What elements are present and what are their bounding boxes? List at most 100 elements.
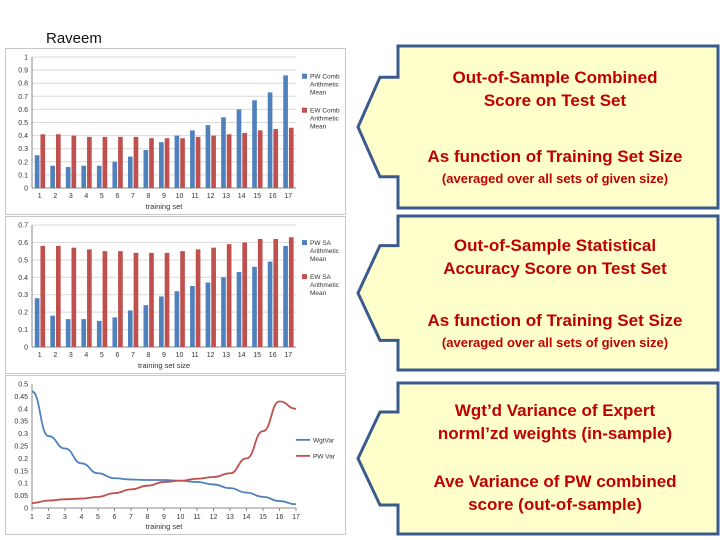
bar-ew [149,252,154,347]
bar-pw [34,155,40,188]
variance-line-chart: 0 0.05 0.1 0.15 0.2 0.25 0.3 0.35 0.4 0.45 0.5 1 2 3 4… [5,375,346,535]
x-tick-label: 10 [177,514,185,521]
y-tick-label: 0.4 [18,133,28,140]
x-tick-label: 15 [259,514,267,521]
bar-ew [242,242,247,347]
bar-pw [236,109,242,188]
y-tick-label: 0.15 [14,468,28,475]
x-tick-label: 14 [238,352,246,359]
x-tick-label: 12 [207,352,215,359]
bar-ew [180,251,185,347]
x-tick-label: 16 [269,352,277,359]
bar-ew [102,251,108,347]
bar-ew [133,136,139,188]
y-tick-label: 0.45 [14,394,28,401]
bar-ew [40,134,46,188]
x-tick-label: 10 [176,352,184,359]
y-tick-label: 0.4 [18,406,28,413]
x-tick-label: 2 [53,352,57,359]
callout-line: As function of Training Set Size [427,310,683,330]
bar-pw [205,282,211,347]
legend-swatch [302,274,307,280]
callout-line: score (out-of-sample) [468,495,642,515]
x-axis-label: training set size [138,361,190,370]
bar-pw [221,117,226,188]
bar-pw [267,92,273,188]
y-tick-label: 0.3 [18,431,28,438]
bar-ew [288,127,294,188]
callout-line: Ave Variance of PW combined [433,472,677,492]
y-tick-label: 1 [24,55,28,62]
y-tick-label: 0.4 [18,275,28,282]
y-tick-label: 0 [24,345,28,352]
y-tick-label: 0.6 [18,240,28,247]
x-tick-label: 7 [131,352,135,359]
x-tick-label: 14 [243,514,251,521]
bar-pw [174,135,180,188]
chart-svg: 00.10.20.30.40.50.60.70.80.911 2 3 4 5 6 7 8 9 10… [18,55,340,212]
x-tick-label: 8 [147,352,151,359]
bar-pw [143,150,149,188]
bar-ew [257,238,263,347]
x-axis-label: training set [146,202,184,211]
x-tick-label: 17 [284,193,292,200]
callout-shape [356,44,720,210]
x-tick-label: 16 [269,193,277,200]
callout-line: (averaged over all sets of given size) [441,334,669,350]
bar-ew [55,245,61,347]
bar-pw [283,245,288,347]
callout-arrow [356,214,720,372]
legend-label: EW SA Arithmetic Mean [310,274,340,297]
bar-pw [252,100,257,188]
x-tick-label: 11 [193,514,200,521]
bar-ew [55,134,61,188]
bar-ew [118,136,123,188]
bar-pw [205,125,211,188]
bar-pw [159,142,164,188]
x-tick-label: 13 [222,193,230,200]
callout-line: (averaged over all sets of given size) [441,170,669,186]
bar-pw [34,298,40,347]
y-tick-label: 0.1 [18,481,28,488]
bar-ew [195,136,201,188]
x-tick-label: 3 [69,352,73,359]
callout-variance: Wgt’d Variance of Expert norml’zd weight… [356,381,720,536]
callout-line: As function of Training Set Size [427,146,683,166]
x-tick-label: 12 [207,193,215,200]
x-tick-label: 2 [47,514,51,521]
legend-swatch [302,107,307,113]
bar-ew [226,134,232,188]
statistical-accuracy-chart: 0 0.1 0.2 0.3 0.4 0.5 0.6 0.7 1 2 3 4 5 6 7 8 9 10 11 12 13 1… [5,216,346,374]
y-tick-label: 0.5 [18,382,28,389]
bar-pw [81,165,87,188]
x-tick-label: 15 [253,193,261,200]
x-tick-label: 10 [176,193,184,200]
y-tick-label: 0.8 [18,81,28,88]
x-tick-label: 11 [191,193,198,200]
callout-shape [356,214,720,372]
bar-pw [190,130,195,188]
x-tick-label: 9 [162,352,166,359]
bar-pw [159,296,164,347]
y-tick-label: 0 [24,506,28,513]
callout-statistical-accuracy: Out-of-Sample Statistical Accuracy Score… [356,214,720,372]
bar-ew [195,249,201,347]
callout-combined-score: Out-of-Sample Combined Score on Test Set… [356,44,720,210]
x-tick-label: 4 [84,193,88,200]
y-tick-label: 0.25 [14,444,28,451]
legend-label: WgtVar [313,437,335,444]
series-line-pwvar [31,400,297,504]
legend-label: PW Comb Arithmetic Mean [310,74,340,97]
bar-ew [273,129,279,188]
x-axis-label: training set [146,522,184,531]
bar-pw [221,277,226,347]
y-tick-label: 0.6 [18,107,28,114]
bar-pw [65,167,71,188]
x-tick-label: 15 [253,352,261,359]
callout-arrow [356,381,720,536]
bar-pw [267,261,273,347]
y-tick-label: 0.2 [18,310,28,317]
bar-pw [127,310,133,347]
y-tick-label: 0.2 [18,159,28,166]
callout-line: norml’zd weights (in-sample) [437,423,673,443]
